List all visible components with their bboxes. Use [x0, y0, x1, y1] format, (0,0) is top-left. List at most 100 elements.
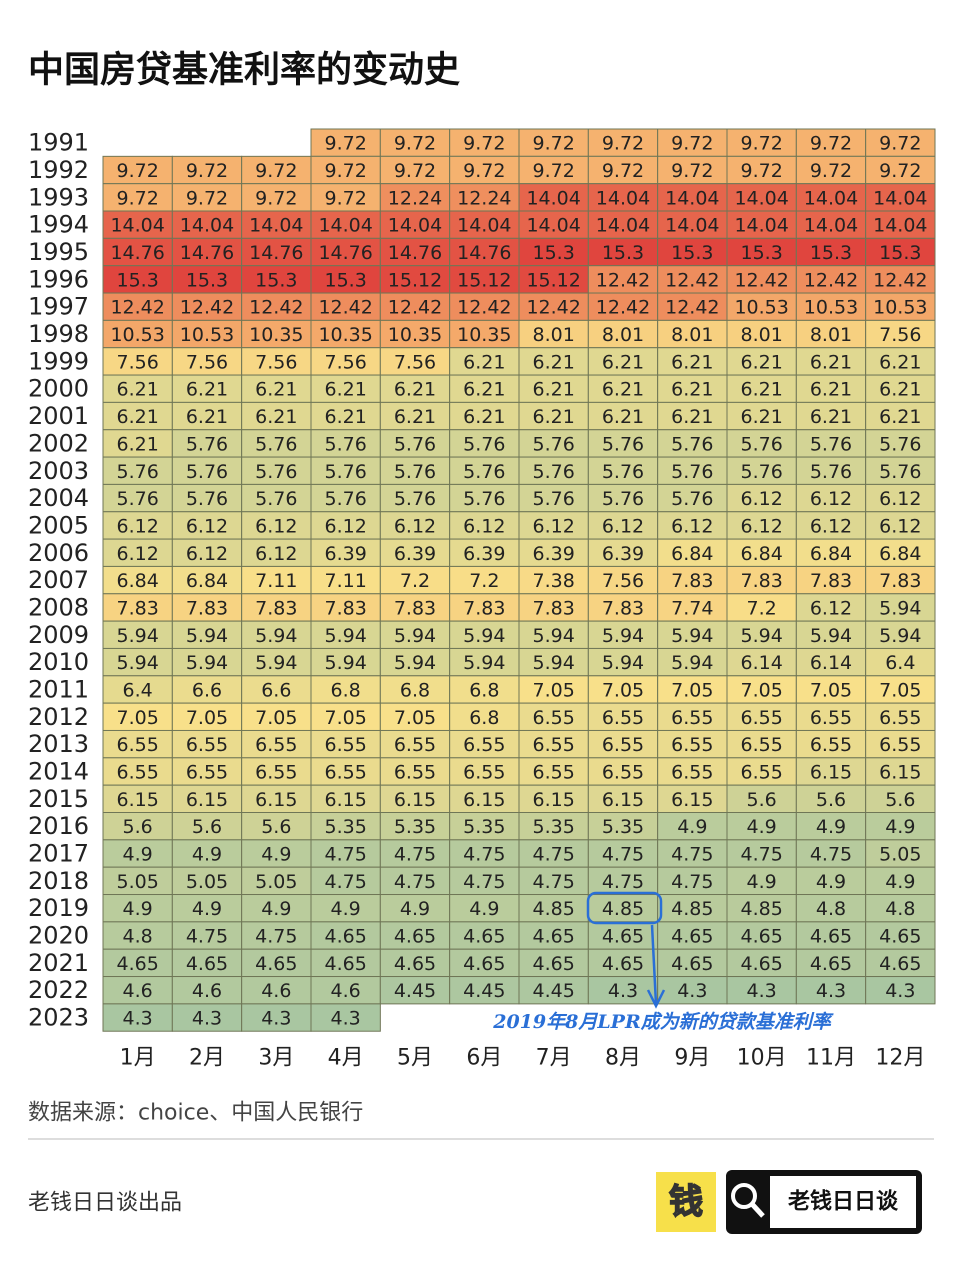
row-label: 1998	[28, 320, 89, 348]
cell-value: 7.05	[255, 707, 297, 729]
cell-value: 6.55	[255, 761, 297, 783]
cell	[310, 401, 381, 431]
cell	[241, 976, 312, 1005]
cell-value: 14.04	[526, 215, 580, 237]
cell-value: 6.12	[117, 515, 159, 537]
cell	[518, 593, 589, 622]
cell	[379, 729, 451, 759]
cell-value: 9.72	[671, 160, 713, 182]
cell	[241, 511, 312, 540]
column-label: 1月	[120, 1046, 156, 1071]
cell	[518, 839, 589, 868]
cell-value: 14.04	[804, 215, 858, 237]
cell-value: 12.42	[249, 297, 303, 319]
cell-value: 4.85	[602, 898, 644, 920]
cell	[171, 976, 243, 1005]
cell-value: 4.9	[885, 816, 915, 838]
cell-value: 5.94	[117, 652, 159, 674]
cell	[379, 183, 451, 212]
cell	[241, 183, 312, 212]
cell-value: 5.76	[463, 433, 505, 455]
cell-value: 5.6	[123, 816, 153, 838]
cell	[795, 429, 867, 458]
cell	[449, 593, 520, 622]
cell-value: 4.9	[123, 898, 153, 920]
cell-value: 7.05	[879, 679, 921, 701]
cell-value: 12.24	[457, 187, 511, 209]
cell-value: 12.42	[318, 297, 372, 319]
cell	[171, 757, 243, 786]
cell-value: 12.42	[526, 297, 580, 319]
cell-value: 7.11	[325, 570, 367, 592]
cell	[102, 729, 173, 759]
cell	[171, 265, 243, 294]
row-label: 1991	[28, 129, 89, 157]
cell	[795, 812, 867, 841]
cell	[726, 921, 797, 950]
cell-value: 15.12	[457, 269, 511, 291]
cell	[726, 948, 797, 978]
cell	[449, 866, 520, 896]
cell	[865, 702, 936, 731]
cell	[795, 839, 867, 868]
row-label: 2004	[28, 484, 89, 512]
cell-value: 8.01	[741, 324, 783, 346]
cell-value: 6.6	[261, 679, 291, 701]
cell	[795, 976, 867, 1005]
cell-value: 6.21	[255, 406, 297, 428]
cell	[518, 511, 589, 540]
cell-value: 6.21	[810, 406, 852, 428]
cell-value: 6.12	[255, 515, 297, 537]
cell	[657, 921, 728, 950]
cell	[657, 839, 728, 868]
cell-value: 6.55	[810, 707, 852, 729]
cell	[865, 374, 936, 403]
cell-value: 6.21	[117, 379, 159, 401]
cell-value: 12.42	[665, 269, 719, 291]
cell	[449, 647, 520, 677]
cell	[241, 429, 312, 458]
cell	[241, 921, 312, 950]
cell-value: 6.21	[463, 351, 505, 373]
cell	[449, 729, 520, 759]
annotation-arrow	[646, 924, 666, 1009]
cell	[449, 155, 520, 185]
cell-value: 4.65	[671, 953, 713, 975]
cell-value: 12.42	[180, 297, 234, 319]
cell-value: 5.35	[533, 816, 575, 838]
cell	[795, 647, 867, 677]
cell	[587, 620, 659, 649]
cell	[449, 429, 520, 458]
cell-value: 6.55	[741, 761, 783, 783]
cell	[241, 483, 312, 513]
cell	[795, 921, 867, 950]
cell-value: 9.72	[879, 133, 921, 155]
cell-value: 4.9	[261, 844, 291, 866]
cell	[865, 647, 936, 677]
cell	[310, 511, 381, 540]
cell-value: 6.15	[879, 761, 921, 783]
cell	[449, 538, 520, 567]
cell	[865, 183, 936, 212]
cell	[726, 894, 797, 923]
cell-value: 14.04	[873, 215, 927, 237]
cell-value: 7.05	[602, 679, 644, 701]
cell	[379, 647, 451, 677]
cell-value: 6.21	[602, 351, 644, 373]
cell-value: 15.12	[526, 269, 580, 291]
cell	[795, 237, 867, 267]
cell-value: 4.75	[255, 926, 297, 948]
cell-value: 15.12	[388, 269, 442, 291]
cell	[865, 620, 936, 649]
row-label: 2020	[28, 922, 89, 950]
cell	[241, 1003, 312, 1032]
cell	[795, 128, 867, 157]
cell	[587, 784, 659, 813]
cell-value: 6.15	[255, 789, 297, 811]
cell-value: 4.75	[741, 844, 783, 866]
cell-value: 5.94	[394, 625, 436, 647]
cell-value: 4.6	[123, 980, 153, 1002]
cell-value: 6.55	[671, 761, 713, 783]
cell	[587, 921, 659, 950]
cell-value: 5.76	[810, 433, 852, 455]
